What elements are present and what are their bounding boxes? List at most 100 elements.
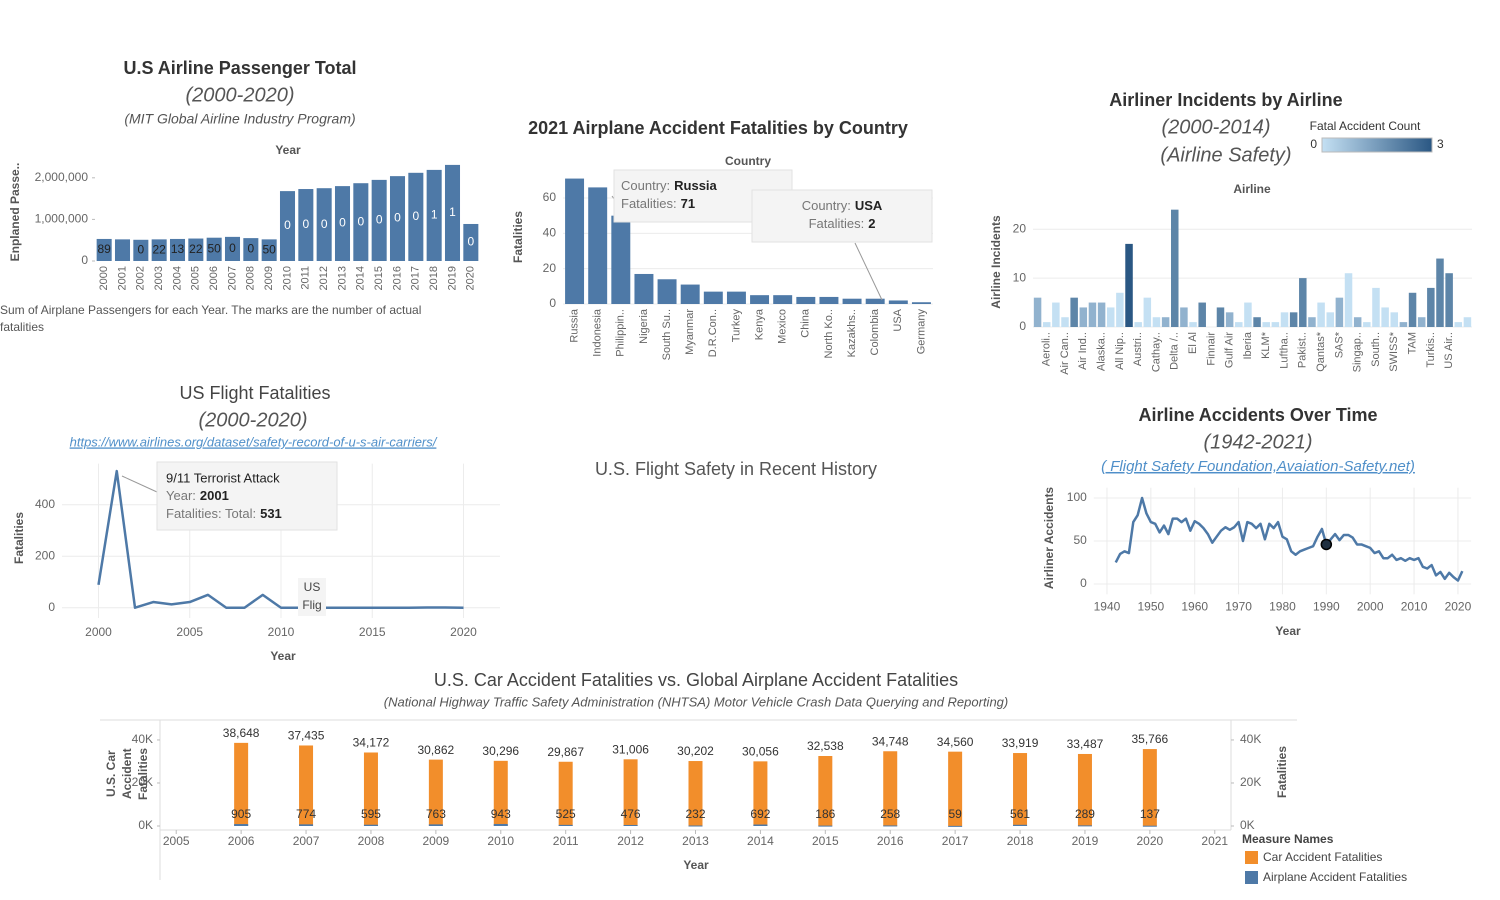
x-tick-label: Kenya	[753, 308, 765, 340]
bar	[151, 239, 167, 261]
y-tick-label: 100	[1067, 490, 1087, 504]
tooltip-key: Fatalities:	[621, 196, 677, 211]
bar	[558, 761, 573, 826]
x-tick-label: 2006	[228, 834, 255, 848]
x-tick-label: 2010	[268, 625, 295, 639]
chart-title: U.S. Car Accident Fatalities vs. Global …	[434, 670, 958, 690]
annotation-box	[298, 578, 326, 616]
bar	[1189, 322, 1197, 327]
x-tick-label: Iberia	[1242, 331, 1254, 359]
x-tick-label: Delta /..	[1169, 332, 1181, 370]
bar	[243, 238, 259, 261]
y-tick-label: 0	[549, 296, 556, 310]
mark-label: 0	[302, 217, 309, 231]
data-label: 29,867	[547, 745, 584, 759]
chart-source-link[interactable]: ( Flight Safety Foundation,Avaiation-Saf…	[1101, 458, 1415, 475]
legend-min-label: 0	[1310, 137, 1317, 151]
mark-label: 0	[412, 209, 419, 223]
bar	[1033, 297, 1042, 327]
x-tick-label: 1960	[1181, 599, 1208, 613]
x-tick-label: 2010	[1401, 599, 1428, 613]
x-tick-label: 2020	[1445, 599, 1472, 613]
bar	[1125, 243, 1133, 327]
chart-title: Airline Accidents Over Time	[1138, 405, 1377, 425]
x-axis-label: Airline	[1233, 182, 1271, 196]
legend-colorbar	[1321, 137, 1433, 153]
x-tick-label: Philippin..	[615, 309, 627, 357]
bar	[426, 169, 442, 261]
bar	[1454, 322, 1463, 327]
highlight-point	[1320, 538, 1333, 551]
mark-label: 1	[431, 208, 438, 222]
bar	[299, 745, 314, 826]
bar	[1216, 307, 1225, 327]
legend-swatch	[1245, 851, 1258, 864]
mark-label: 13	[171, 242, 185, 256]
x-tick-label: Germany	[915, 309, 927, 355]
y2-axis-label: Fatalities	[1275, 746, 1289, 798]
bar	[1061, 317, 1069, 327]
data-label: 34,748	[872, 734, 909, 748]
tooltip-value: 2001	[200, 488, 229, 503]
data-label: 289	[1075, 807, 1095, 821]
x-tick-label: 2001	[116, 266, 128, 290]
x-tick-label: 2014	[747, 834, 774, 848]
tooltip-line: Fatalities: Total: 531	[166, 506, 282, 521]
mark-label: 0	[376, 213, 383, 227]
y-axis-label: U.S. Car Accident Fatalities	[104, 747, 150, 801]
bar	[1445, 273, 1453, 327]
bar	[428, 759, 443, 826]
x-tick-label: Finnair	[1205, 332, 1217, 366]
x-tick-label: 2020	[465, 266, 477, 290]
x-tick-label: 2015	[812, 834, 839, 848]
bar	[279, 191, 296, 261]
bar	[1253, 317, 1261, 327]
data-label: 232	[685, 807, 705, 821]
bar	[623, 824, 638, 826]
x-tick-label: 2005	[163, 834, 190, 848]
chart-source-link[interactable]: https://www.airlines.org/dataset/safety-…	[70, 434, 438, 449]
y-tick-label: 20	[1013, 221, 1027, 235]
bar	[1317, 302, 1325, 327]
legend-swatch	[1245, 871, 1258, 884]
data-label: 943	[491, 807, 511, 821]
y-tick-label: 60	[543, 190, 557, 204]
mark-label: 0	[339, 216, 346, 230]
bar	[1042, 322, 1051, 327]
x-tick-label: 2019	[1072, 834, 1099, 848]
x-tick-label: 2013	[336, 266, 348, 290]
x-tick-label: 2010	[281, 266, 293, 290]
legend-title: Measure Names	[1242, 832, 1334, 846]
bar	[1198, 302, 1206, 327]
bar	[408, 172, 424, 261]
bar	[1399, 322, 1408, 327]
chart-subtitle: (2000-2020)	[199, 409, 308, 431]
x-tick-label: Gulf Air	[1224, 332, 1236, 368]
chart-subtitle: (2000-2014)	[1162, 116, 1271, 138]
chart-subtitle: (2000-2020)	[186, 84, 295, 106]
bar	[1308, 317, 1316, 327]
x-axis-label: Year	[270, 649, 296, 663]
bar	[819, 296, 839, 304]
x-tick-label: 2000	[1357, 599, 1384, 613]
y-tick-label: 40K	[1240, 732, 1261, 746]
x-tick-label: 2018	[1007, 834, 1034, 848]
bar	[1142, 749, 1157, 826]
chart-title: 2021 Airplane Accident Fatalities by Cou…	[528, 118, 908, 138]
x-tick-label: 1950	[1137, 599, 1164, 613]
y-tick-label: 0	[1080, 576, 1087, 590]
chart-source: (Airline Safety)	[1160, 144, 1291, 166]
chart-title: Airliner Incidents by Airline	[1109, 90, 1342, 110]
data-label: 30,862	[418, 743, 455, 757]
legend-title: Fatal Accident Count	[1310, 119, 1421, 133]
x-tick-label: 1940	[1094, 599, 1121, 613]
x-tick-label: 2012	[617, 834, 644, 848]
x-tick-label: Austri..	[1132, 332, 1144, 366]
tooltip-key: Fatalities:	[809, 216, 865, 231]
x-tick-label: 2016	[391, 266, 403, 290]
data-label: 186	[815, 807, 835, 821]
bar	[1280, 312, 1289, 327]
mark-label: 0	[284, 218, 291, 232]
data-label: 595	[361, 807, 381, 821]
